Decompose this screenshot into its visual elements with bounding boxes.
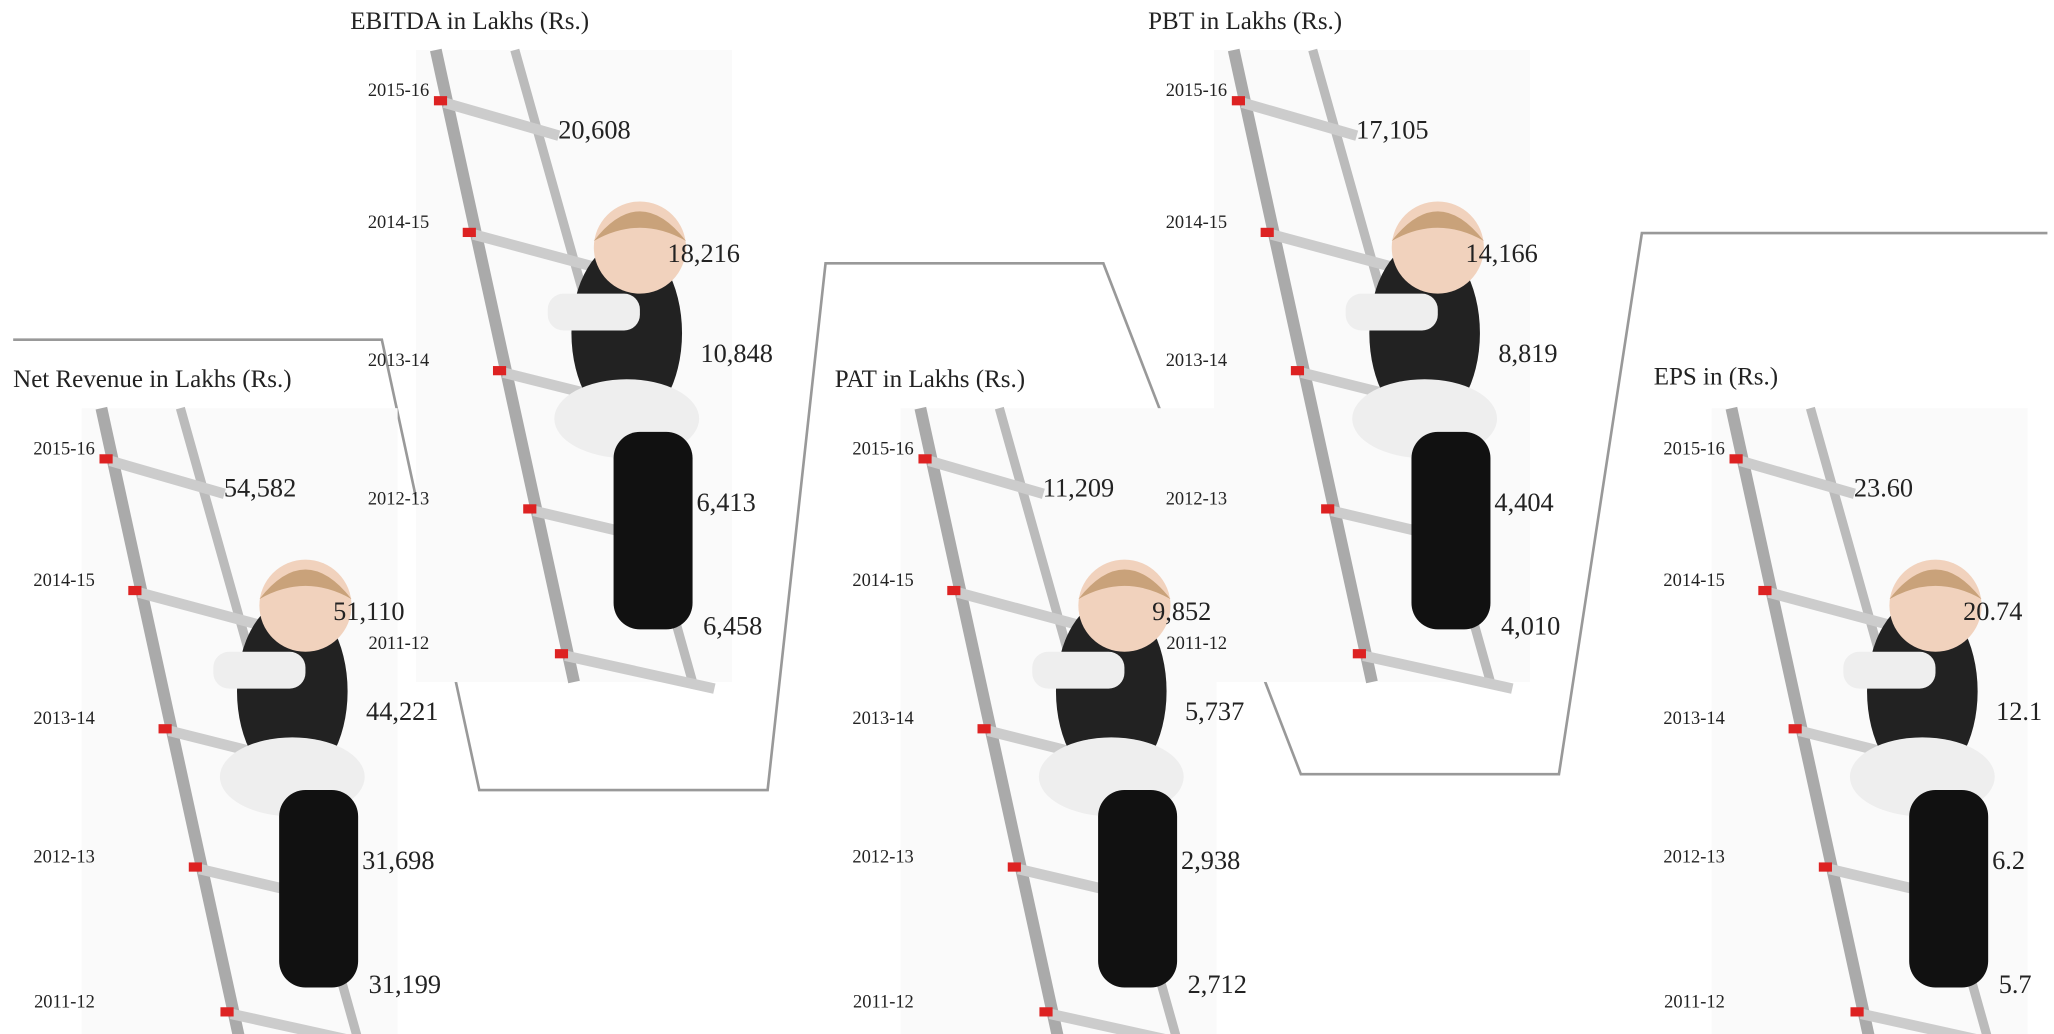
value-label: 14,166	[1465, 239, 1537, 268]
rung-end	[1819, 862, 1832, 871]
rung-end	[555, 649, 568, 658]
year-label: 2014-15	[368, 212, 429, 232]
year-label: 2012-13	[1663, 846, 1724, 866]
value-label: 2,938	[1181, 846, 1240, 875]
child-legs	[614, 432, 693, 630]
child-arm	[548, 294, 640, 331]
value-label: 23.60	[1854, 473, 1913, 502]
panel-title: EBITDA in Lakhs (Rs.)	[350, 8, 589, 35]
child-arm	[1032, 652, 1124, 689]
year-label: 2012-13	[368, 488, 429, 508]
rung-end	[1291, 366, 1304, 375]
value-label: 31,199	[369, 970, 441, 999]
ladder-panel: PAT in Lakhs (Rs.) 2015-16 11,209 2014-15 9,…	[835, 366, 1247, 1034]
panel-title: PBT in Lakhs (Rs.)	[1148, 8, 1342, 35]
ladder-panel: EBITDA in Lakhs (Rs.) 2015-16 20,608 2014-1…	[350, 8, 773, 689]
child-arm	[1346, 294, 1438, 331]
year-label: 2015-16	[1663, 438, 1724, 458]
year-label: 2014-15	[1663, 570, 1724, 590]
child-legs	[1909, 790, 1988, 988]
ladder-panel: Net Revenue in Lakhs (Rs.) 2015-16 54,582 2…	[13, 366, 441, 1034]
year-label: 2012-13	[1166, 488, 1227, 508]
year-label: 2014-15	[1166, 212, 1227, 232]
value-label: 31,698	[362, 846, 434, 875]
year-label: 2015-16	[33, 438, 94, 458]
year-label: 2012-13	[33, 846, 94, 866]
rung-end	[1789, 724, 1802, 733]
year-label: 2013-14	[33, 708, 94, 728]
value-label: 2,712	[1188, 970, 1247, 999]
rung-end	[1850, 1007, 1863, 1016]
rung-end	[1730, 454, 1743, 463]
child-arm	[213, 652, 305, 689]
rung-end	[978, 724, 991, 733]
value-label: 4,404	[1494, 488, 1553, 517]
year-label: 2013-14	[1166, 350, 1227, 370]
year-label: 2015-16	[1166, 80, 1227, 100]
rung-end	[99, 454, 112, 463]
year-label: 2012-13	[852, 846, 913, 866]
year-label: 2013-14	[1663, 708, 1724, 728]
value-label: 44,221	[366, 697, 438, 726]
year-label: 2014-15	[852, 570, 913, 590]
rung-end	[159, 724, 172, 733]
rung-end	[523, 504, 536, 513]
value-label: 6,413	[697, 488, 756, 517]
value-label: 12.1	[1996, 697, 2042, 726]
year-label: 2011-12	[1166, 633, 1227, 653]
value-label: 20,608	[558, 115, 630, 144]
year-label: 2015-16	[368, 80, 429, 100]
value-label: 10,848	[700, 339, 772, 368]
rung-end	[1008, 862, 1021, 871]
year-label: 2014-15	[33, 570, 94, 590]
rung-end	[1758, 586, 1771, 595]
rung-end	[128, 586, 141, 595]
rung-end	[1353, 649, 1366, 658]
child-legs	[1411, 432, 1490, 630]
child-legs	[279, 790, 358, 988]
year-label: 2011-12	[1664, 991, 1725, 1011]
rung-end	[463, 228, 476, 237]
value-label: 11,209	[1043, 473, 1114, 502]
year-label: 2011-12	[853, 991, 914, 1011]
value-label: 6,458	[703, 612, 762, 641]
panel-title: Net Revenue in Lakhs (Rs.)	[13, 366, 291, 393]
child-arm	[1843, 652, 1935, 689]
value-label: 51,110	[333, 597, 404, 626]
year-label: 2015-16	[852, 438, 913, 458]
value-label: 54,582	[224, 473, 296, 502]
rung-end	[947, 586, 960, 595]
rung-end	[189, 862, 202, 871]
year-label: 2011-12	[369, 633, 430, 653]
rung-end	[434, 96, 447, 105]
value-label: 9,852	[1152, 597, 1211, 626]
rung-end	[1039, 1007, 1052, 1016]
rung-end	[1321, 504, 1334, 513]
year-label: 2011-12	[34, 991, 95, 1011]
value-label: 20.74	[1963, 597, 2022, 626]
infographic: Net Revenue in Lakhs (Rs.) 2015-16 54,582 2…	[0, 0, 2054, 1034]
value-label: 6.2	[1992, 846, 2025, 875]
value-label: 5.7	[1999, 970, 2032, 999]
value-label: 18,216	[668, 239, 740, 268]
rung-end	[1261, 228, 1274, 237]
value-label: 4,010	[1501, 612, 1560, 641]
rung-end	[1232, 96, 1245, 105]
child-legs	[1098, 790, 1177, 988]
rung-end	[220, 1007, 233, 1016]
value-label: 8,819	[1498, 339, 1557, 368]
ladder-panel: EPS in (Rs.) 2015-16 23.60 2014-15 20.74 2013…	[1654, 363, 2042, 1034]
year-label: 2013-14	[368, 350, 429, 370]
value-label: 17,105	[1356, 115, 1428, 144]
panel-title: PAT in Lakhs (Rs.)	[835, 366, 1025, 393]
page: Net Revenue in Lakhs (Rs.) 2015-16 54,582 2…	[0, 0, 2054, 1034]
rung-end	[493, 366, 506, 375]
rung-end	[918, 454, 931, 463]
value-label: 5,737	[1185, 697, 1244, 726]
panel-title: EPS in (Rs.)	[1654, 363, 1778, 390]
year-label: 2013-14	[852, 708, 913, 728]
